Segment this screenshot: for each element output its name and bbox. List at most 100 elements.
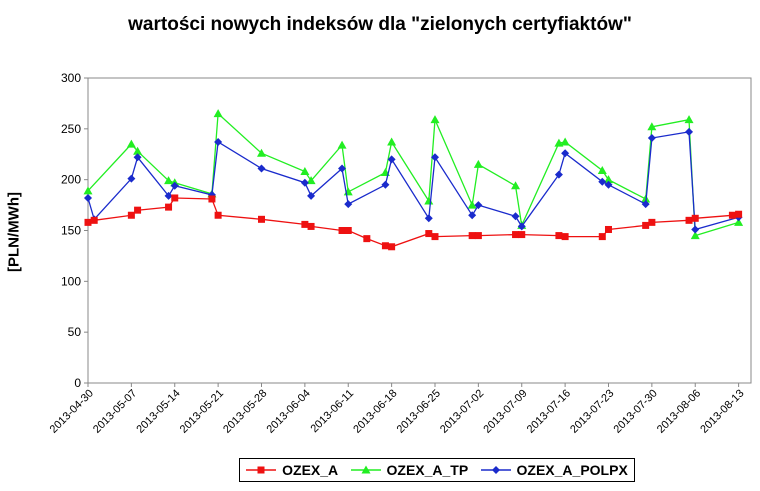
data-point (468, 232, 476, 240)
x-tick-label: 2013-06-11 (308, 387, 356, 435)
legend-label: OZEX_A (282, 462, 339, 478)
data-point (728, 211, 736, 219)
y-tick-label: 50 (68, 325, 82, 339)
series-ozex-a (84, 194, 743, 251)
data-point (134, 206, 142, 214)
data-point (301, 220, 309, 228)
data-point (511, 181, 521, 190)
data-point (691, 225, 700, 234)
series-line (87, 197, 739, 248)
y-axis-ticks: 0 50 100 150 200 250 300 (61, 71, 88, 390)
data-point (387, 137, 397, 146)
data-point (518, 231, 526, 239)
data-point (735, 210, 743, 218)
data-point (307, 222, 315, 230)
data-point (734, 217, 744, 226)
data-point (474, 232, 482, 240)
data-point (473, 159, 483, 168)
data-point (133, 146, 143, 155)
data-point (425, 230, 433, 238)
x-tick-label: 2013-06-18 (351, 387, 399, 435)
data-point (467, 200, 477, 209)
legend-marker (491, 466, 500, 474)
legend-label: OZEX_A_TP (386, 462, 469, 478)
x-tick-label: 2013-07-23 (568, 387, 616, 435)
data-point (691, 214, 699, 222)
data-point (338, 164, 347, 173)
legend-swatch (246, 466, 277, 474)
data-point (257, 164, 266, 173)
data-point (127, 174, 136, 183)
data-point (641, 200, 650, 209)
legend-item: OZEX_A (246, 462, 338, 478)
data-point (690, 231, 700, 240)
data-point (126, 139, 136, 148)
y-tick-label: 0 (74, 376, 81, 390)
y-tick-label: 150 (61, 224, 81, 238)
legend-label: OZEX_A_POLPX (516, 462, 628, 478)
legend-marker (361, 465, 370, 474)
x-tick-label: 2013-07-09 (481, 387, 529, 435)
legend-marker (257, 466, 265, 474)
legend-item: OZEX_A_POLPX (480, 462, 628, 478)
data-point (597, 166, 607, 175)
data-point (381, 242, 389, 250)
data-point (164, 191, 173, 200)
plot-area (87, 77, 752, 384)
data-point (468, 211, 477, 220)
data-point (561, 149, 570, 158)
data-point (560, 137, 570, 146)
data-point (604, 225, 612, 233)
data-point (684, 115, 694, 124)
data-point (647, 133, 656, 142)
x-axis-ticks: 2013-04-302013-05-072013-05-142013-05-21… (48, 383, 747, 436)
data-point (84, 218, 92, 226)
data-point (381, 180, 390, 189)
data-point (363, 235, 371, 243)
data-point (300, 178, 309, 187)
series-ozex-a-polpx (84, 127, 743, 234)
data-point (431, 233, 439, 241)
x-tick-label: 2013-05-07 (91, 387, 139, 435)
data-point (214, 138, 223, 147)
data-point (685, 216, 693, 224)
x-tick-label: 2013-07-30 (612, 387, 660, 435)
data-point (83, 186, 93, 195)
data-point (127, 211, 135, 219)
data-point (511, 212, 520, 221)
chart-title: wartości nowych indeksów dla "zielonych … (128, 14, 632, 35)
data-point (598, 233, 606, 241)
data-point (344, 227, 352, 234)
x-tick-label: 2013-05-28 (221, 387, 269, 435)
data-point (133, 153, 142, 162)
x-tick-label: 2013-08-06 (655, 387, 703, 435)
data-point (338, 227, 346, 234)
data-point (170, 181, 179, 190)
data-point (306, 176, 316, 185)
data-point (387, 155, 396, 164)
legend-item: OZEX_A_TP (350, 462, 469, 478)
data-point (598, 177, 607, 186)
y-tick-label: 250 (61, 122, 81, 136)
x-tick-label: 2013-06-04 (265, 387, 313, 435)
data-point (430, 115, 440, 124)
y-tick-label: 300 (61, 71, 81, 85)
legend-swatch (480, 466, 511, 474)
x-tick-label: 2013-05-14 (134, 387, 182, 435)
x-tick-label: 2013-07-16 (525, 387, 573, 435)
data-point (517, 222, 526, 231)
data-point (555, 232, 563, 240)
data-point (424, 214, 433, 223)
x-tick-label: 2013-06-25 (395, 387, 443, 435)
legend-swatch (350, 465, 381, 474)
data-point (165, 203, 173, 211)
data-point (84, 193, 92, 202)
y-tick-label: 200 (61, 173, 81, 187)
data-point (213, 109, 223, 118)
data-point (344, 200, 353, 209)
legend: OZEX_A OZEX_A_TP OZEX_A_POLPX (239, 458, 635, 482)
data-point (648, 218, 656, 226)
data-point (171, 194, 179, 202)
data-point (642, 221, 650, 229)
data-point (512, 231, 520, 239)
